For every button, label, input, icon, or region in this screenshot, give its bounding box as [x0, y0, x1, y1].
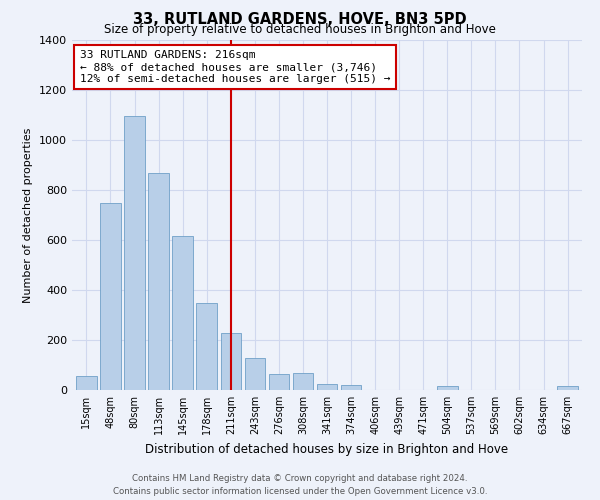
Bar [245, 358, 265, 390]
Bar [437, 386, 458, 390]
Bar [76, 376, 97, 390]
Bar [269, 374, 289, 390]
Text: Size of property relative to detached houses in Brighton and Hove: Size of property relative to detached ho… [104, 24, 496, 36]
Bar [196, 302, 217, 390]
Bar [100, 202, 121, 390]
X-axis label: Distribution of detached houses by size in Brighton and Hove: Distribution of detached houses by size … [145, 442, 509, 456]
Bar [317, 384, 337, 390]
Bar [124, 116, 145, 390]
Bar [172, 236, 193, 390]
Bar [148, 172, 169, 390]
Bar [341, 385, 361, 390]
Y-axis label: Number of detached properties: Number of detached properties [23, 128, 34, 302]
Text: 33 RUTLAND GARDENS: 216sqm
← 88% of detached houses are smaller (3,746)
12% of s: 33 RUTLAND GARDENS: 216sqm ← 88% of deta… [80, 50, 390, 84]
Bar [557, 386, 578, 390]
Text: Contains HM Land Registry data © Crown copyright and database right 2024.
Contai: Contains HM Land Registry data © Crown c… [113, 474, 487, 496]
Bar [293, 372, 313, 390]
Text: 33, RUTLAND GARDENS, HOVE, BN3 5PD: 33, RUTLAND GARDENS, HOVE, BN3 5PD [133, 12, 467, 28]
Bar [221, 332, 241, 390]
